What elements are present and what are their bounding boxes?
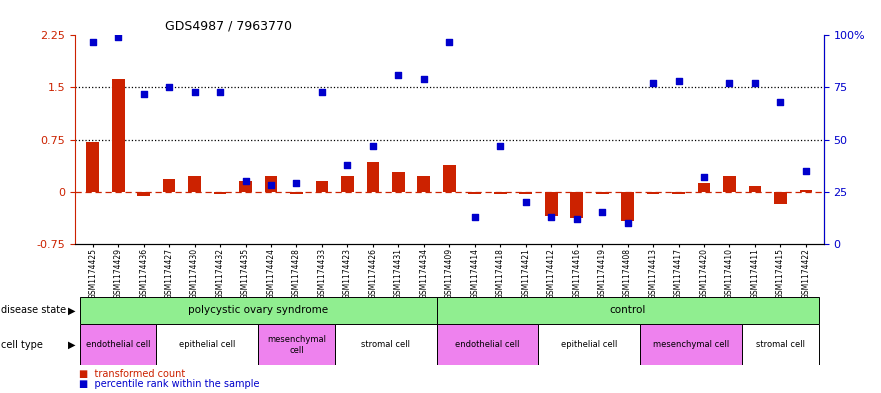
- Bar: [214, 191, 226, 194]
- Bar: [469, 191, 481, 195]
- Point: [315, 88, 329, 95]
- Point: [391, 72, 405, 78]
- Point: [544, 213, 559, 220]
- Bar: [647, 191, 660, 195]
- Bar: [621, 191, 634, 221]
- Point: [188, 88, 202, 95]
- Bar: [264, 176, 278, 191]
- Bar: [80, 297, 437, 324]
- Point: [697, 174, 711, 180]
- Point: [85, 39, 100, 45]
- Text: ■  transformed count: ■ transformed count: [79, 369, 186, 379]
- Point: [646, 80, 660, 86]
- Bar: [418, 176, 430, 191]
- Bar: [774, 191, 787, 204]
- Point: [290, 180, 304, 186]
- Bar: [80, 324, 157, 365]
- Bar: [157, 324, 258, 365]
- Bar: [800, 190, 812, 191]
- Bar: [137, 191, 150, 196]
- Text: GDS4987 / 7963770: GDS4987 / 7963770: [165, 19, 292, 32]
- Bar: [494, 191, 507, 195]
- Bar: [723, 176, 736, 191]
- Text: ■  percentile rank within the sample: ■ percentile rank within the sample: [79, 379, 260, 389]
- Text: epithelial cell: epithelial cell: [561, 340, 618, 349]
- Text: stromal cell: stromal cell: [361, 340, 411, 349]
- Bar: [366, 162, 379, 191]
- Point: [264, 182, 278, 189]
- Bar: [544, 191, 558, 216]
- Text: ▶: ▶: [68, 305, 76, 316]
- Point: [417, 76, 431, 82]
- Point: [595, 209, 609, 215]
- Point: [442, 39, 456, 45]
- Text: mesenchymal
cell: mesenchymal cell: [267, 335, 326, 354]
- Bar: [596, 191, 609, 195]
- Point: [748, 80, 762, 86]
- Point: [162, 84, 176, 90]
- Text: mesenchymal cell: mesenchymal cell: [653, 340, 729, 349]
- Text: endothelial cell: endothelial cell: [455, 340, 520, 349]
- Point: [493, 143, 507, 149]
- Point: [239, 178, 253, 184]
- Bar: [163, 179, 175, 191]
- Point: [671, 78, 685, 84]
- Point: [111, 34, 125, 40]
- Bar: [341, 176, 354, 191]
- Text: stromal cell: stromal cell: [756, 340, 805, 349]
- Text: cell type: cell type: [1, 340, 43, 350]
- Point: [620, 220, 634, 226]
- Text: ▶: ▶: [68, 340, 76, 350]
- Bar: [86, 141, 99, 191]
- Bar: [315, 181, 329, 191]
- Bar: [538, 324, 640, 365]
- Bar: [290, 191, 303, 195]
- Bar: [437, 297, 818, 324]
- Bar: [392, 172, 404, 191]
- Bar: [570, 191, 583, 218]
- Bar: [749, 186, 761, 191]
- Bar: [112, 79, 124, 191]
- Bar: [698, 183, 710, 191]
- Text: disease state: disease state: [1, 305, 66, 316]
- Text: epithelial cell: epithelial cell: [179, 340, 235, 349]
- Point: [468, 213, 482, 220]
- Bar: [437, 324, 538, 365]
- Point: [519, 199, 533, 205]
- Bar: [672, 191, 685, 195]
- Point: [366, 143, 380, 149]
- Text: endothelial cell: endothelial cell: [86, 340, 151, 349]
- Bar: [189, 176, 201, 191]
- Bar: [443, 165, 455, 191]
- Point: [774, 99, 788, 105]
- Point: [799, 167, 813, 174]
- Bar: [239, 181, 252, 191]
- Point: [340, 162, 354, 168]
- Bar: [640, 324, 742, 365]
- Bar: [520, 191, 532, 195]
- Text: control: control: [610, 305, 646, 316]
- Point: [722, 80, 737, 86]
- Point: [213, 88, 227, 95]
- Text: polycystic ovary syndrome: polycystic ovary syndrome: [189, 305, 329, 316]
- Point: [137, 90, 151, 97]
- Bar: [258, 324, 335, 365]
- Bar: [335, 324, 437, 365]
- Bar: [742, 324, 818, 365]
- Point: [570, 215, 584, 222]
